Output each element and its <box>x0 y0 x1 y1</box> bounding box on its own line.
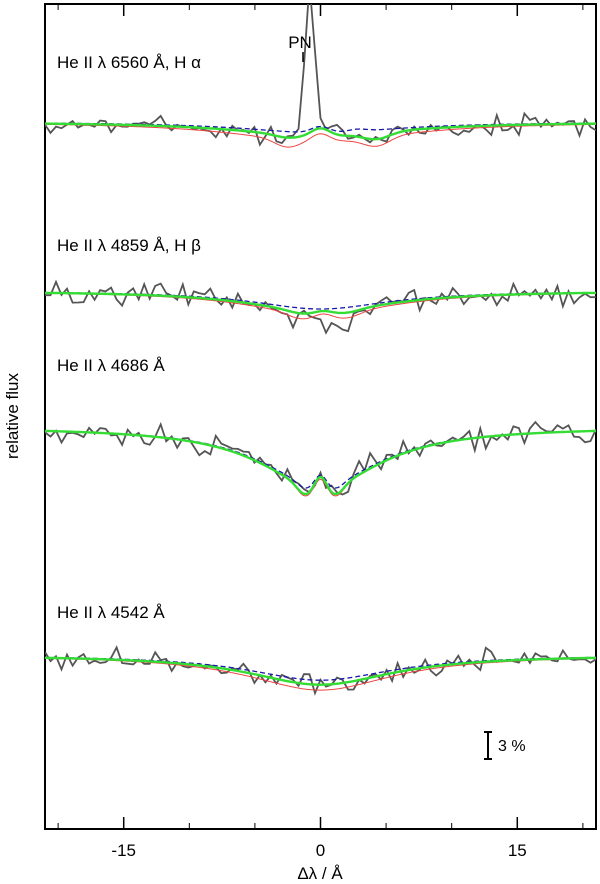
line-label-he4542: He II λ 4542 Å <box>57 603 165 622</box>
scale-bar-label: 3 % <box>498 738 526 755</box>
model-green-ha <box>45 122 596 141</box>
model-green-he4542 <box>45 656 596 686</box>
model-green-hb <box>45 291 596 315</box>
line-label-hb: He II λ 4859 Å, H β <box>57 236 201 255</box>
x-axis-label: Δλ / Å <box>297 864 343 883</box>
observed-spectrum-ha <box>45 4 596 147</box>
x-tick-label: 0 <box>316 841 325 860</box>
pn-label: PN <box>288 33 312 52</box>
y-axis-label: relative flux <box>3 373 22 459</box>
observed-spectrum-he4542 <box>45 645 596 696</box>
scale-bar: 3 % <box>484 731 526 760</box>
line-label-he4686: He II λ 4686 Å <box>57 356 165 375</box>
model-green-he4686 <box>45 429 596 496</box>
observed-spectrum-hb <box>45 279 596 335</box>
model-red-hb <box>45 292 596 320</box>
x-tick-label: -15 <box>111 841 136 860</box>
observed-spectrum-he4686 <box>45 420 596 496</box>
x-tick-label: 15 <box>508 841 527 860</box>
model-red-he4686 <box>45 430 596 497</box>
line-label-ha: He II λ 6560 Å, H α <box>57 53 201 72</box>
model-red-ha <box>45 123 596 148</box>
